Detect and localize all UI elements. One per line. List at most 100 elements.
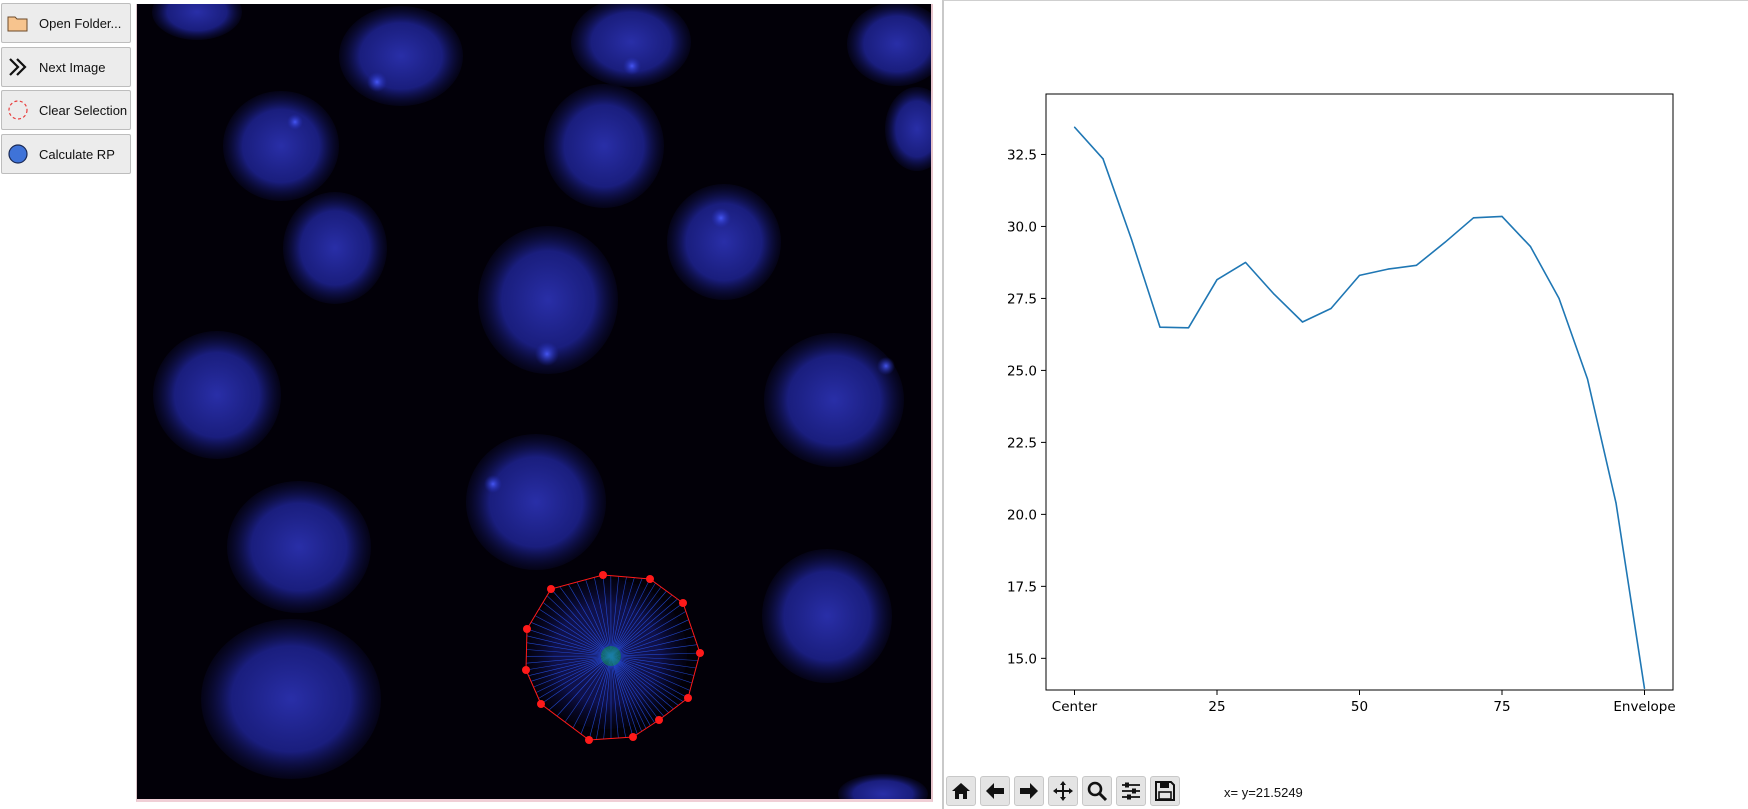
radial-ray: [538, 655, 612, 699]
radial-ray: [610, 590, 667, 657]
plot-svg: 15.0 17.5 20.0 22.5 25.0 27.5 30.0 32.5 Center 2…: [1007, 93, 1676, 715]
radial-ray: [610, 594, 673, 657]
selection-vertex-handle[interactable]: [679, 599, 687, 607]
data-point: [1244, 261, 1247, 264]
y-tick-label: 15.0: [1007, 651, 1037, 667]
data-point: [1073, 126, 1076, 128]
selection-vertex-handle[interactable]: [522, 666, 530, 674]
radial-ray: [610, 598, 678, 657]
selection-vertex-handle[interactable]: [523, 625, 531, 633]
nucleus: [466, 434, 606, 570]
data-point: [1159, 326, 1161, 328]
radial-ray: [559, 586, 612, 657]
radial-ray: [526, 628, 612, 657]
pan-button[interactable]: [1048, 776, 1078, 806]
data-point: [1472, 217, 1475, 219]
back-button[interactable]: [980, 776, 1010, 806]
home-button[interactable]: [946, 776, 976, 806]
selection-vertex-handle[interactable]: [646, 575, 654, 583]
x-axis: Center 25 50 75 Envelope: [1052, 690, 1676, 715]
data-point: [1501, 215, 1503, 217]
nucleus: [153, 331, 281, 459]
radial-ray: [610, 655, 689, 699]
microscopy-image-canvas[interactable]: [136, 4, 933, 802]
nucleus: [847, 4, 931, 86]
radial-ray: [610, 644, 698, 657]
save-button[interactable]: [1150, 776, 1180, 806]
radial-ray: [610, 655, 697, 669]
radial-ray: [542, 602, 612, 657]
selection-vertex-handle[interactable]: [629, 733, 637, 741]
selection-overlay[interactable]: [522, 571, 704, 744]
nucleus: [339, 6, 463, 106]
open-folder-label: Open Folder...: [39, 15, 122, 31]
radial-ray: [540, 655, 612, 705]
configure-subplots-button[interactable]: [1116, 776, 1146, 806]
folder-icon: [6, 11, 30, 35]
radial-ray: [526, 642, 612, 657]
zoom-magnifier-icon: [1087, 781, 1108, 802]
radial-ray: [538, 608, 612, 657]
data-point: [1102, 158, 1104, 160]
radial-ray: [610, 655, 660, 721]
radial-ray: [610, 619, 689, 657]
radial-ray: [610, 586, 662, 657]
clear-selection-button[interactable]: Clear Selection: [1, 90, 131, 130]
open-folder-button[interactable]: Open Folder...: [1, 3, 131, 43]
radial-profile-plot[interactable]: 15.0 17.5 20.0 22.5 25.0 27.5 30.0 32.5 Center 2…: [944, 1, 1748, 769]
forward-arrow-icon: [1020, 783, 1038, 799]
radial-ray: [610, 655, 655, 723]
save-icon: [1155, 781, 1175, 801]
data-point: [1643, 687, 1646, 690]
data-point: [1358, 274, 1361, 276]
next-image-button[interactable]: Next Image: [1, 47, 131, 87]
radial-ray: [588, 655, 612, 741]
selection-vertex-handle[interactable]: [547, 585, 555, 593]
radial-ray: [528, 655, 612, 676]
configure-subplots-icon: [1122, 782, 1140, 800]
radial-ray: [568, 584, 612, 657]
radial-ray: [610, 655, 669, 713]
blue-circle-icon: [6, 142, 30, 166]
radial-ray: [526, 655, 612, 664]
x-tick-label: 50: [1351, 699, 1368, 715]
pan-move-icon: [1053, 781, 1073, 801]
radial-ray: [610, 578, 643, 657]
x-tick-label: 75: [1493, 699, 1510, 715]
window-border: [944, 0, 1748, 1]
nuclei-layer: [152, 4, 931, 799]
selection-vertex-handle[interactable]: [655, 716, 663, 724]
y-tick-label: 17.5: [1007, 579, 1037, 595]
dashed-circle-icon: [6, 98, 30, 122]
zoom-button[interactable]: [1082, 776, 1112, 806]
radial-ray: [610, 577, 635, 657]
radial-ray: [525, 655, 612, 671]
radial-ray: [610, 655, 665, 717]
data-point: [1130, 238, 1133, 241]
radial-ray: [610, 655, 638, 735]
radial-ray: [580, 655, 612, 735]
y-tick-label: 32.5: [1007, 147, 1037, 163]
y-tick-label: 20.0: [1007, 507, 1037, 523]
forward-button[interactable]: [1014, 776, 1044, 806]
x-tick-label: Envelope: [1613, 699, 1675, 715]
radial-ray: [534, 615, 612, 657]
radial-ray: [610, 582, 656, 657]
radial-ray: [610, 655, 684, 702]
selection-vertex-handle[interactable]: [537, 700, 545, 708]
radial-ray: [610, 655, 634, 738]
selection-vertex-handle[interactable]: [696, 649, 704, 657]
radial-ray: [610, 655, 699, 661]
radial-ray: [526, 649, 612, 657]
nucleus: [762, 549, 892, 683]
radial-ray: [533, 655, 612, 688]
selection-vertex-handle[interactable]: [684, 694, 692, 702]
selection-vertex-handle[interactable]: [599, 571, 607, 579]
data-point: [1387, 268, 1389, 270]
calculate-rp-button[interactable]: Calculate RP: [1, 134, 131, 174]
selection-vertex-handle[interactable]: [585, 736, 593, 744]
nucleus: [667, 184, 781, 300]
nucleus: [544, 84, 664, 208]
data-point: [1273, 293, 1275, 295]
